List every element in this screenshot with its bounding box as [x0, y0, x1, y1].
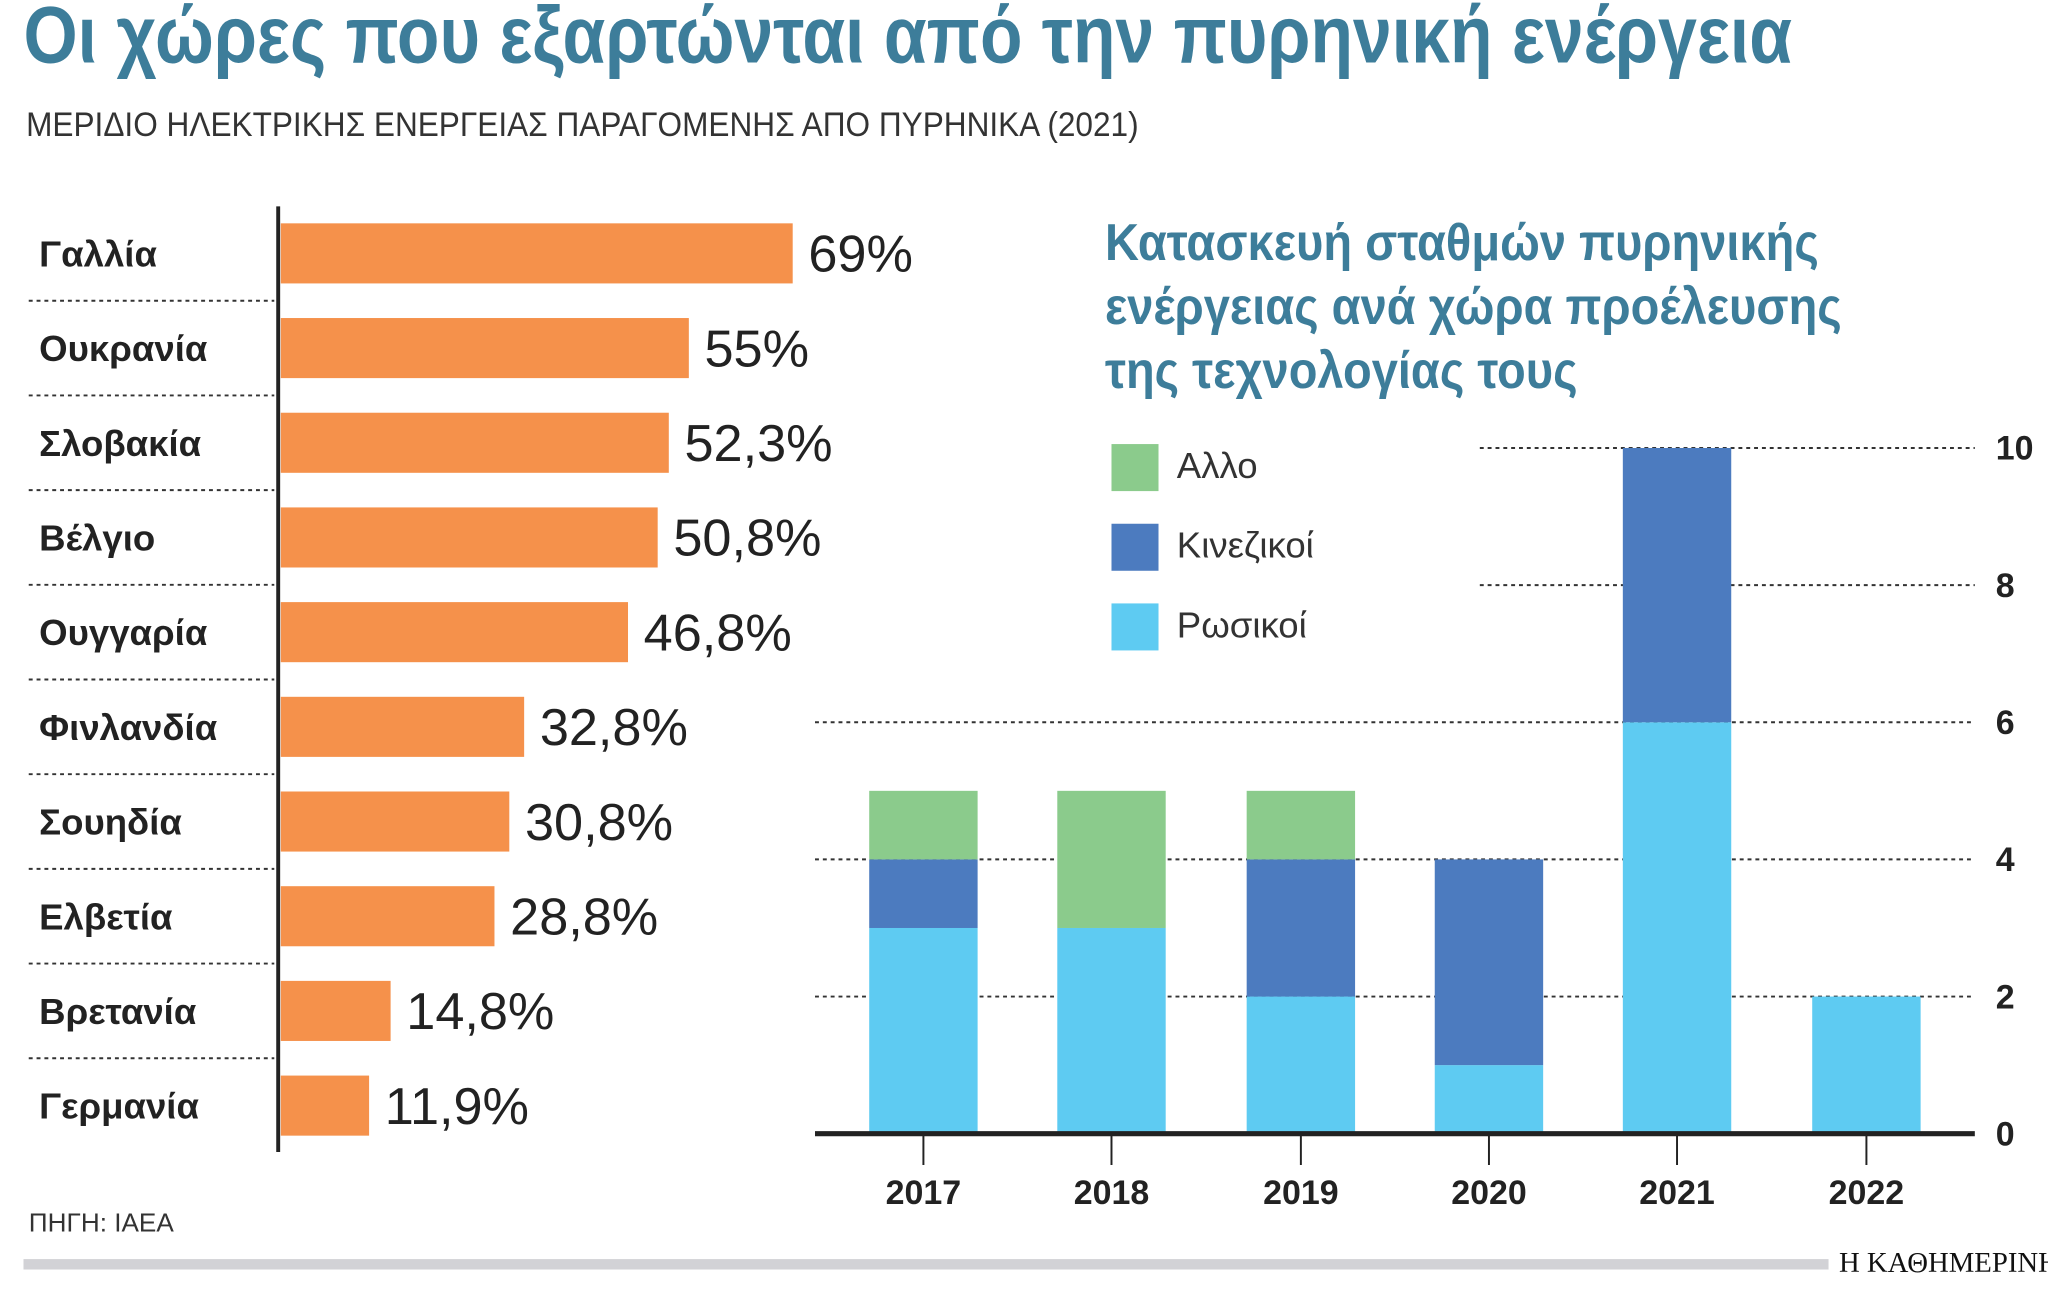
category-label: Βέλγιο: [39, 518, 155, 559]
bar-segment-Ρωσικοί: [1246, 996, 1356, 1134]
legend-label: Κινεζικοί: [1176, 525, 1314, 566]
x-tick-label: 2020: [1451, 1174, 1527, 1212]
bar: [280, 507, 658, 568]
data-label: 46,8%: [644, 604, 792, 662]
bar-segment-Ρωσικοί: [1434, 1065, 1544, 1134]
bar: [280, 1075, 370, 1136]
bar-segment-Αλλο: [1057, 790, 1166, 928]
y-tick-label: 2: [1996, 978, 2015, 1016]
nuclear-share-bar-chart: Γαλλία 69% Ουκρανία 55% Σλοβακία 52,3% Βέλγιο 5…: [28, 206, 913, 1152]
bar-segment-Κινεζικοί: [1246, 859, 1356, 997]
data-label: 14,8%: [406, 983, 554, 1041]
data-label: 52,3%: [684, 415, 832, 473]
bar-segment-Αλλο: [1246, 790, 1356, 860]
stacked-chart-title-line: της τεχνολογίας τους: [1104, 342, 1578, 400]
bar-segment-Ρωσικοί: [869, 927, 978, 1134]
bar-segment-Ρωσικοί: [1812, 996, 1921, 1134]
legend-swatch: [1111, 603, 1159, 651]
category-label: Ελβετία: [39, 896, 173, 937]
footer-divider: [23, 1259, 1829, 1270]
bar: [280, 886, 495, 947]
bar-segment-Κινεζικοί: [1622, 447, 1732, 723]
bar: [280, 412, 669, 473]
category-label: Σλοβακία: [39, 423, 202, 464]
source-note: ΠΗΓΗ: IAEA: [28, 1209, 174, 1239]
bar-segment-Ρωσικοί: [1622, 722, 1732, 1134]
y-tick-label: 8: [1996, 567, 2015, 605]
legend-label: Αλλο: [1176, 445, 1258, 486]
bar-segment-Αλλο: [869, 790, 978, 860]
category-label: Γερμανία: [39, 1086, 199, 1127]
data-label: 28,8%: [510, 889, 658, 947]
legend-swatch: [1111, 444, 1159, 492]
x-tick-label: 2019: [1263, 1174, 1339, 1212]
category-label: Ουκρανία: [39, 328, 208, 369]
category-label: Γαλλία: [39, 233, 157, 274]
stacked-chart-title: Κατασκευή σταθμών πυρηνικής ενέργειας αν…: [1105, 212, 1842, 404]
bar-segment-Κινεζικοί: [869, 859, 978, 928]
data-label: 50,8%: [673, 510, 821, 568]
bar: [280, 980, 391, 1041]
page-title: Οι χώρες που εξαρτώνται από την πυρηνική…: [23, 0, 1793, 81]
subtitle: ΜΕΡΙΔΙΟ ΗΛΕΚΤΡΙΚΗΣ ΕΝΕΡΓΕΙΑΣ ΠΑΡΑΓΟΜΕΝΗΣ…: [26, 104, 1139, 144]
bar: [280, 602, 629, 663]
x-tick-label: 2018: [1074, 1174, 1150, 1212]
bar-segment-Κινεζικοί: [1434, 859, 1544, 1066]
data-label: 55%: [705, 320, 810, 378]
y-tick-label: 0: [1996, 1115, 2015, 1153]
category-label: Βρετανία: [39, 991, 197, 1032]
x-tick-label: 2017: [886, 1174, 962, 1212]
bar: [280, 791, 510, 852]
y-tick-label: 6: [1996, 704, 2015, 742]
legend-label: Ρωσικοί: [1176, 604, 1307, 646]
bar-segment-Ρωσικοί: [1057, 927, 1166, 1134]
category-label: Σουηδία: [39, 802, 182, 843]
x-tick-label: 2021: [1639, 1174, 1714, 1212]
bar: [280, 318, 689, 379]
data-label: 30,8%: [525, 794, 673, 852]
legend-swatch: [1111, 523, 1159, 571]
y-tick-label: 4: [1996, 841, 2015, 879]
x-tick-label: 2022: [1829, 1174, 1905, 1212]
data-label: 11,9%: [385, 1078, 529, 1136]
stacked-chart-title-line: Κατασκευή σταθμών πυρηνικής: [1104, 214, 1819, 272]
construction-stacked-bar-chart: 0 2 4 6 8 10 2017 2018 2019 2020 2021 2022: [815, 430, 2034, 1212]
bar: [280, 696, 525, 757]
bar: [280, 223, 793, 284]
data-label: 32,8%: [540, 699, 688, 757]
stacked-chart-title-line: ενέργειας ανά χώρα προέλευσης: [1104, 278, 1842, 336]
y-tick-label: 10: [1996, 430, 2034, 468]
category-label: Ουγγαρία: [39, 612, 208, 653]
category-label: Φινλανδία: [39, 707, 218, 748]
brand-logo: Η ΚΑΘΗΜΕΡΙΝΗ: [1838, 1246, 2048, 1279]
data-label: 69%: [808, 226, 913, 284]
